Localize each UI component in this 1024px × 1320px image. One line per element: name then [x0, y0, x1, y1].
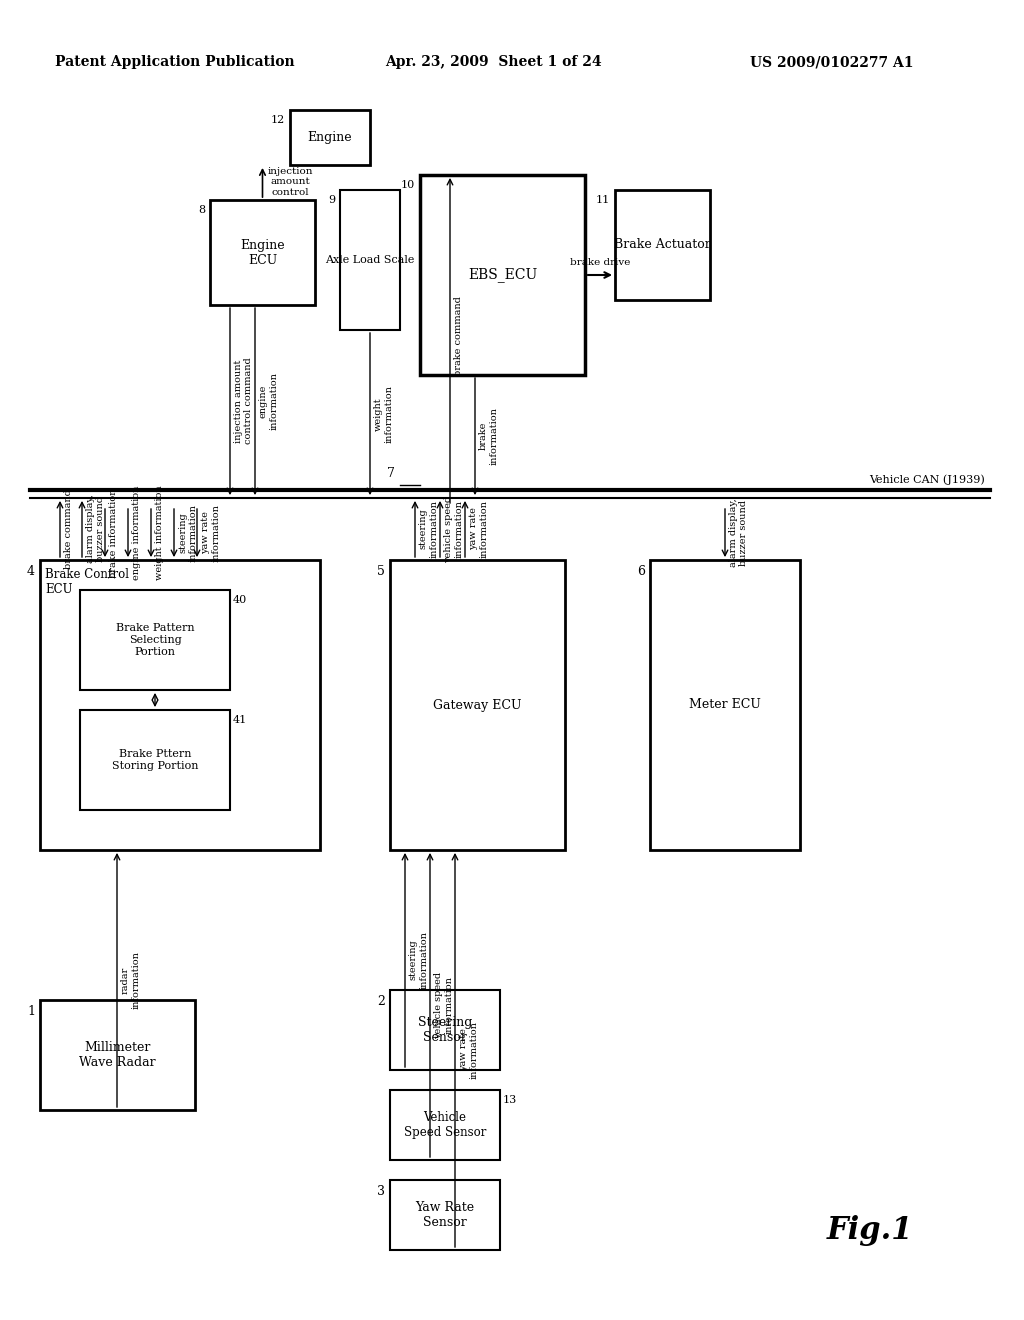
Text: Vehicle
Speed Sensor: Vehicle Speed Sensor — [403, 1111, 486, 1139]
Text: Gateway ECU: Gateway ECU — [433, 698, 522, 711]
Text: yaw rate
information: yaw rate information — [201, 504, 220, 562]
Text: Engine
ECU: Engine ECU — [241, 239, 285, 267]
Text: 13: 13 — [503, 1096, 517, 1105]
Text: 40: 40 — [233, 595, 247, 605]
Bar — [80, 590, 230, 690]
Text: Vehicle CAN (J1939): Vehicle CAN (J1939) — [869, 474, 985, 484]
Text: 12: 12 — [270, 115, 285, 125]
Text: 9: 9 — [328, 195, 335, 205]
Text: brake command: brake command — [63, 490, 73, 569]
Bar — [390, 1090, 500, 1160]
Text: 7: 7 — [387, 467, 395, 480]
Text: engine
information: engine information — [259, 372, 279, 430]
Text: 6: 6 — [637, 565, 645, 578]
Text: EBS_ECU: EBS_ECU — [468, 268, 538, 282]
Text: steering
information: steering information — [178, 504, 198, 562]
Text: Apr. 23, 2009  Sheet 1 of 24: Apr. 23, 2009 Sheet 1 of 24 — [385, 55, 602, 69]
Text: steering
information: steering information — [419, 500, 438, 558]
Text: weight information: weight information — [155, 486, 164, 581]
Bar — [290, 110, 370, 165]
Bar — [650, 560, 800, 850]
Bar — [390, 560, 565, 850]
Text: weight
information: weight information — [374, 385, 393, 444]
Text: 5: 5 — [377, 565, 385, 578]
Text: 4: 4 — [27, 565, 35, 578]
Text: brake drive: brake drive — [569, 257, 630, 267]
Text: Meter ECU: Meter ECU — [689, 698, 761, 711]
Text: injection amount
control command: injection amount control command — [234, 358, 253, 445]
Text: 41: 41 — [233, 715, 247, 725]
Text: yaw rate
information: yaw rate information — [469, 500, 488, 558]
Text: Fig.1: Fig.1 — [826, 1214, 913, 1246]
Text: US 2009/0102277 A1: US 2009/0102277 A1 — [750, 55, 913, 69]
Bar — [80, 710, 230, 810]
Text: Axle Load Scale: Axle Load Scale — [326, 255, 415, 265]
Text: 10: 10 — [400, 180, 415, 190]
Text: brake command: brake command — [454, 296, 463, 376]
Bar — [40, 560, 319, 850]
Text: vehicle speed
information: vehicle speed information — [434, 972, 454, 1039]
Bar — [340, 190, 400, 330]
Text: vehicle speed
information: vehicle speed information — [444, 495, 464, 562]
Text: alarm display,
buzzer sound: alarm display, buzzer sound — [86, 495, 105, 564]
Bar — [210, 201, 315, 305]
Text: alarm display,
buzzer sound: alarm display, buzzer sound — [729, 499, 749, 568]
Text: Yaw Rate
Sensor: Yaw Rate Sensor — [416, 1201, 474, 1229]
Text: steering
information: steering information — [409, 931, 428, 989]
Text: Steering
Sensor: Steering Sensor — [418, 1016, 472, 1044]
Text: Millimeter
Wave Radar: Millimeter Wave Radar — [79, 1041, 156, 1069]
Text: Brake Actuator: Brake Actuator — [614, 239, 711, 252]
Text: 8: 8 — [198, 205, 205, 215]
Text: 3: 3 — [377, 1185, 385, 1199]
Bar — [390, 990, 500, 1071]
Bar — [40, 1001, 195, 1110]
Text: 1: 1 — [27, 1005, 35, 1018]
Bar — [420, 176, 585, 375]
Text: engine information: engine information — [132, 486, 141, 581]
Text: Brake Control
ECU: Brake Control ECU — [45, 568, 129, 597]
Text: radar
information: radar information — [121, 952, 140, 1008]
Text: brake information: brake information — [109, 488, 118, 578]
Text: Brake Pattern
Selecting
Portion: Brake Pattern Selecting Portion — [116, 623, 195, 656]
Text: Engine: Engine — [307, 131, 352, 144]
Text: Patent Application Publication: Patent Application Publication — [55, 55, 295, 69]
Text: Brake Pttern
Storing Portion: Brake Pttern Storing Portion — [112, 750, 199, 771]
Bar — [615, 190, 710, 300]
Text: injection
amount
control: injection amount control — [267, 168, 313, 197]
Text: 11: 11 — [596, 195, 610, 205]
Bar — [390, 1180, 500, 1250]
Text: yaw rate
information: yaw rate information — [459, 1022, 478, 1078]
Text: brake
information: brake information — [479, 407, 499, 465]
Text: 2: 2 — [377, 995, 385, 1008]
